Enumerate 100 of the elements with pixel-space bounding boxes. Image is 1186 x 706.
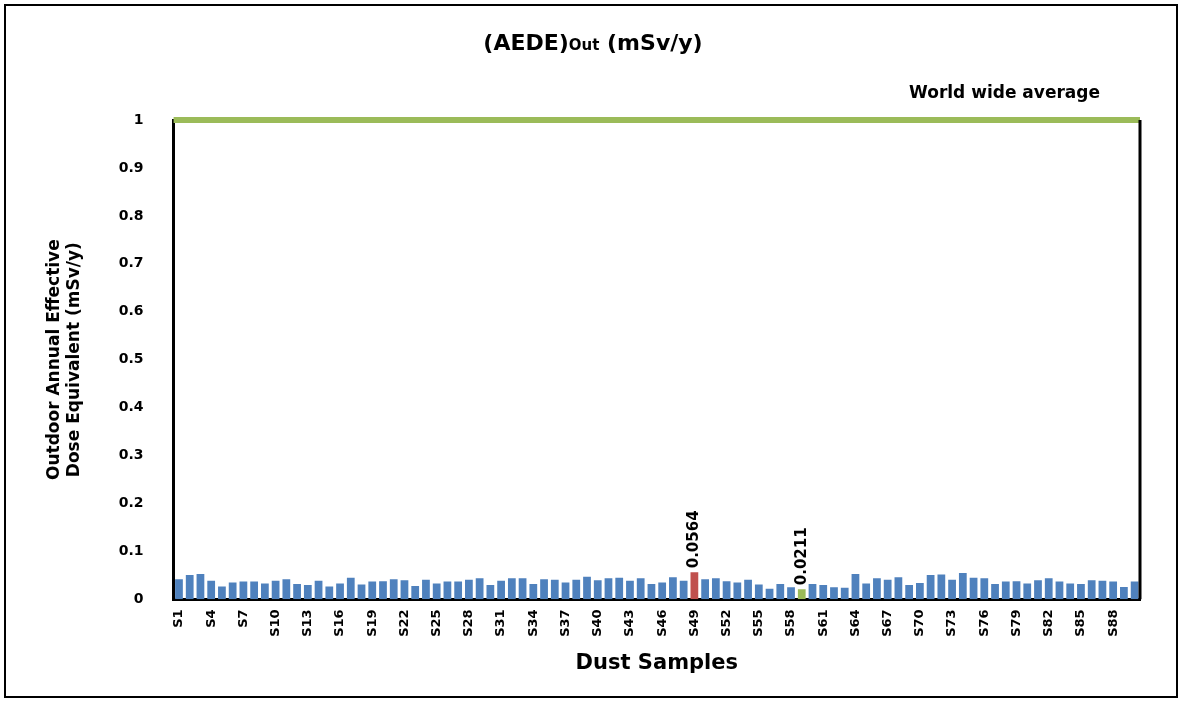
- bar: [497, 580, 505, 600]
- bar: [518, 578, 527, 600]
- x-tick-label: S37: [556, 609, 572, 637]
- bar: [454, 581, 463, 600]
- bar: [583, 576, 591, 600]
- bar: [529, 584, 538, 600]
- bar: [1109, 581, 1118, 600]
- bar: [336, 583, 344, 600]
- x-axis-title: Dust Samples: [575, 649, 738, 674]
- bar: [185, 574, 194, 600]
- x-tick-label: S31: [492, 609, 508, 637]
- bar: [540, 579, 548, 600]
- x-tick-label: S58: [782, 609, 798, 637]
- y-tick-label: 0.4: [118, 398, 144, 415]
- x-tick-label: S79: [1007, 609, 1023, 637]
- y-tick-label: 0.3: [118, 446, 144, 463]
- y-tick-label: 0.9: [118, 158, 144, 175]
- bar: [475, 578, 484, 600]
- bar: [593, 580, 602, 600]
- bar: [550, 579, 559, 600]
- bar: [422, 579, 430, 600]
- bar: [636, 578, 645, 600]
- bar: [840, 587, 849, 600]
- bar: [744, 579, 752, 600]
- bar: [411, 585, 420, 600]
- x-tick-label: S7: [234, 609, 250, 628]
- x-tick-label: S13: [299, 609, 315, 637]
- x-tick-label: S73: [943, 609, 959, 637]
- x-tick-label: S34: [524, 609, 540, 637]
- bar: [679, 580, 688, 600]
- x-tick-label: S40: [589, 609, 605, 637]
- x-tick-label: S88: [1104, 609, 1120, 637]
- data-label: 0.0564: [684, 510, 703, 569]
- x-tick-label: S82: [1040, 609, 1056, 637]
- bar: [389, 579, 398, 600]
- bar: [325, 586, 334, 600]
- x-tick-label: S43: [621, 609, 637, 637]
- bar: [507, 578, 516, 600]
- x-tick-label: S1: [170, 609, 186, 628]
- bar: [980, 578, 989, 600]
- x-tick-label: S70: [911, 609, 927, 637]
- bar: [250, 581, 259, 600]
- bar: [754, 584, 763, 600]
- bar: [958, 572, 967, 600]
- bar: [346, 577, 355, 600]
- x-tick-label: S55: [750, 609, 766, 637]
- bar: [894, 577, 903, 600]
- bar: [604, 578, 613, 600]
- y-tick-label: 0.5: [118, 350, 144, 367]
- x-tick-label: S85: [1072, 609, 1088, 637]
- x-tick-label: S25: [428, 609, 444, 637]
- bar: [1034, 580, 1042, 600]
- bar: [357, 584, 366, 600]
- x-tick-label: S16: [331, 609, 347, 637]
- x-tick-label: S64: [846, 609, 862, 637]
- bar: [1077, 584, 1085, 600]
- bar: [711, 578, 720, 600]
- x-tick-label: S4: [202, 609, 218, 628]
- bar: [1087, 580, 1096, 600]
- bar: [207, 580, 216, 600]
- y-tick-label: 0: [133, 589, 144, 606]
- bar: [303, 584, 312, 600]
- bar: [873, 578, 881, 600]
- bar: [218, 586, 226, 600]
- bar: [432, 583, 441, 600]
- x-tick-label: S67: [879, 609, 895, 637]
- bar: [776, 584, 785, 600]
- bar: [1001, 581, 1010, 600]
- x-tick-label: S22: [395, 609, 411, 637]
- y-tick-label: 0.8: [118, 206, 144, 223]
- x-tick-label: S46: [653, 609, 669, 637]
- bar: [991, 584, 999, 600]
- bar: [260, 583, 269, 600]
- bar: [175, 579, 183, 600]
- y-axis-title: Outdoor Annual Effective Dose Equivalent (mSv/y): [42, 239, 84, 481]
- x-tick-label: S76: [975, 609, 991, 637]
- bar: [819, 584, 828, 600]
- bar: [572, 579, 581, 600]
- bar: [1066, 583, 1075, 600]
- bar: [486, 584, 495, 600]
- bar: [830, 587, 838, 600]
- bar: [228, 582, 237, 600]
- bar: [905, 584, 914, 600]
- x-tick-label: S61: [814, 609, 830, 637]
- x-tick-label: S52: [717, 609, 733, 637]
- bar: [862, 583, 871, 600]
- bar: [733, 582, 742, 600]
- bar: [282, 579, 291, 600]
- bar: [797, 589, 806, 600]
- y-tick-label: 1: [133, 110, 144, 127]
- bar: [465, 579, 473, 600]
- x-tick-label: S28: [460, 609, 476, 637]
- bar: [626, 580, 634, 600]
- bar: [1130, 581, 1139, 600]
- bar: [658, 582, 667, 600]
- bar: [883, 579, 892, 600]
- y-tick-label: 0.1: [118, 542, 144, 559]
- bar: [916, 583, 924, 600]
- bar: [1120, 586, 1128, 600]
- ref-line-label: World wide average: [909, 81, 1100, 102]
